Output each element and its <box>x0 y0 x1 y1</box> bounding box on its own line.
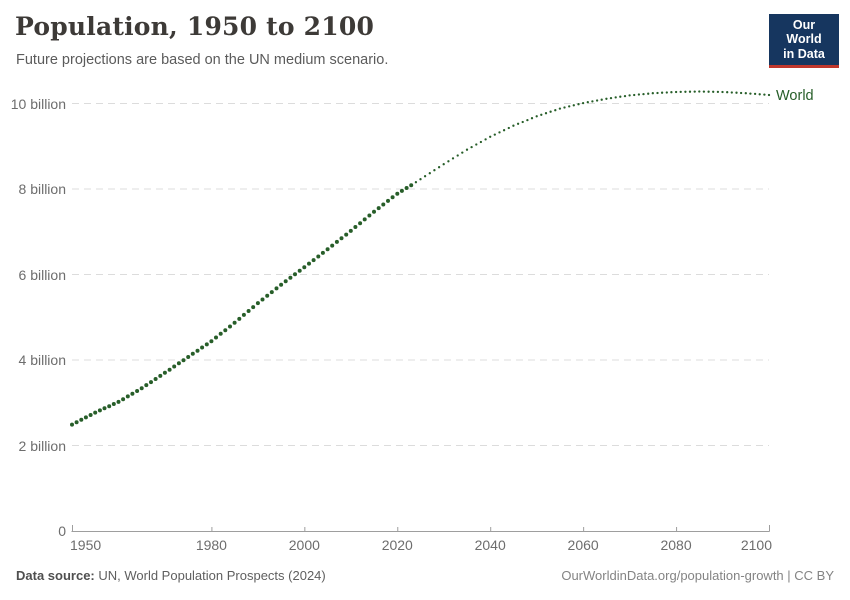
y-tick-label: 0 <box>58 523 66 539</box>
y-tick-label: 8 billion <box>18 181 66 197</box>
x-tick-label: 2080 <box>660 537 692 553</box>
x-tick-label: 2000 <box>288 537 320 553</box>
footer-link[interactable]: OurWorldinData.org/population-growth | C… <box>561 568 834 583</box>
y-tick-label: 10 billion <box>10 95 66 112</box>
y-tick-label: 6 billion <box>18 266 66 283</box>
series-label-world: World <box>776 87 814 104</box>
data-source-text: UN, World Population Prospects (2024) <box>94 568 326 583</box>
x-tick-label: 1980 <box>195 537 227 553</box>
x-tick-label: 1950 <box>70 537 102 553</box>
x-tick-label: 2100 <box>740 537 772 553</box>
data-source-note: Data source: UN, World Population Prospe… <box>16 568 326 583</box>
chart-subtitle: Future projections are based on the UN m… <box>16 52 389 68</box>
owid-logo-line2: in Data <box>783 46 825 61</box>
owid-logo[interactable]: Our World in Data <box>769 14 839 69</box>
owid-logo-line1: Our World <box>786 18 822 47</box>
x-tick-label: 2040 <box>474 537 506 553</box>
chart-title: Population, 1950 to 2100 <box>15 12 375 41</box>
x-tick-label: 2020 <box>381 537 413 553</box>
y-tick-label: 2 billion <box>18 437 66 454</box>
data-source-label: Data source: <box>16 568 95 583</box>
x-tick-label: 2060 <box>567 537 599 553</box>
y-tick-label: 4 billion <box>18 352 66 368</box>
